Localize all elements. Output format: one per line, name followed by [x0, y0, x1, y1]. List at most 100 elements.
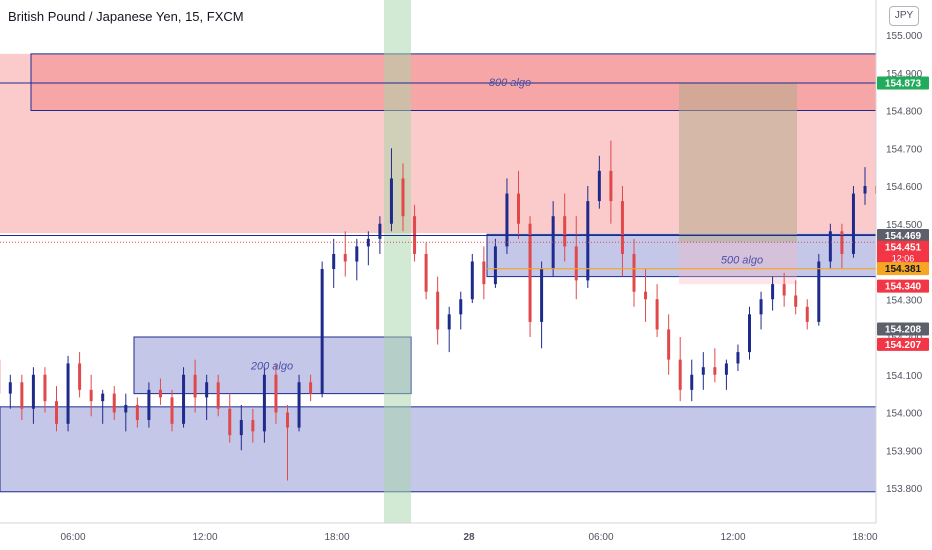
y-tick-label: 154.600	[886, 182, 923, 193]
candle	[424, 242, 428, 300]
candle	[228, 393, 232, 443]
candle	[8, 374, 12, 409]
candle-body	[401, 178, 405, 217]
candle	[840, 223, 844, 270]
candle	[609, 140, 613, 224]
candle	[193, 359, 197, 413]
candle-body	[20, 382, 24, 409]
price-label-value: 154.208	[885, 324, 922, 335]
price-label-value: 154.381	[885, 264, 922, 275]
price-label-bg	[877, 322, 929, 336]
candle	[748, 306, 751, 360]
y-tick-label: 154.700	[886, 144, 923, 155]
candle-body	[748, 314, 751, 353]
candle-body	[817, 261, 821, 322]
candle-body	[609, 170, 613, 202]
price-label-value: 154.451	[885, 243, 922, 254]
x-tick-label: 12:00	[720, 532, 745, 543]
price-label-value: 154.469	[885, 231, 922, 242]
candle	[794, 280, 798, 315]
candle	[759, 291, 763, 330]
candle	[805, 299, 809, 330]
price-label: 154.340	[877, 279, 929, 293]
candle	[563, 193, 567, 262]
candle	[828, 223, 832, 270]
candles-layer	[0, 140, 925, 481]
time-axis	[0, 523, 932, 550]
price-label: 154.873	[877, 76, 929, 90]
candle-body	[794, 295, 798, 307]
candle-body	[8, 382, 12, 394]
candle-body	[528, 223, 532, 322]
candle	[540, 261, 544, 349]
demand-zone-lower	[0, 406, 877, 493]
candle-body	[782, 284, 786, 296]
price-label-value: 154.340	[885, 282, 922, 293]
x-tick-label: 06:00	[60, 532, 85, 543]
candle	[470, 253, 474, 304]
candle	[239, 404, 243, 451]
candle	[158, 378, 162, 405]
candle	[112, 386, 116, 421]
candle-body	[563, 216, 567, 247]
annotations-layer: 800 algo 200 algo 500 algo	[250, 77, 763, 372]
candle-body	[182, 374, 186, 424]
candle-body	[586, 201, 590, 281]
lines-layer	[0, 82, 876, 270]
session-highlight	[384, 0, 411, 523]
price-label: 154.207	[877, 337, 929, 351]
candle	[182, 367, 186, 428]
candle	[678, 337, 682, 402]
candle	[135, 397, 139, 428]
candle	[20, 374, 24, 421]
candle-body	[470, 261, 474, 300]
candle-body	[239, 420, 243, 436]
price-label: 154.469	[877, 228, 929, 242]
candle-body	[863, 186, 867, 194]
candle-body	[701, 367, 705, 375]
candle	[586, 186, 590, 288]
zone-annotation: 200 algo	[250, 360, 293, 372]
candle-body	[771, 284, 775, 300]
candle	[66, 355, 70, 432]
price-label-bg	[877, 76, 929, 90]
candle-body	[205, 382, 209, 398]
candle-body	[505, 193, 509, 247]
candle-body	[551, 216, 555, 270]
chart-title: British Pound / Japanese Yen, 15, FXCM	[8, 9, 244, 24]
candle-body	[112, 393, 116, 413]
candle	[620, 186, 624, 277]
candle	[482, 246, 486, 300]
candle	[644, 269, 648, 322]
candle-body	[851, 193, 855, 254]
zone-annotation: 800 algo	[489, 77, 531, 89]
candle	[355, 238, 359, 281]
candle-body	[597, 170, 601, 202]
candle	[286, 404, 289, 481]
candle	[724, 359, 728, 390]
candle	[597, 155, 601, 209]
candle	[493, 238, 497, 288]
candle	[343, 231, 347, 277]
candle-body	[286, 412, 289, 428]
candle	[274, 363, 278, 424]
candle-body	[355, 246, 359, 262]
candle-body	[228, 408, 232, 436]
y-tick-label: 154.300	[886, 295, 923, 306]
candle-body	[309, 382, 313, 394]
candle-body	[459, 299, 463, 315]
candle-body	[78, 363, 82, 390]
y-tick-label: 153.800	[886, 484, 923, 495]
candle-body	[332, 253, 336, 270]
candle	[701, 352, 705, 390]
currency-button[interactable]: JPY	[889, 6, 919, 26]
candle	[436, 276, 440, 345]
x-tick-label: 18:00	[852, 532, 877, 543]
candle	[736, 344, 740, 371]
candle-body	[262, 374, 266, 432]
candle	[817, 253, 821, 326]
candle-body	[678, 359, 682, 390]
